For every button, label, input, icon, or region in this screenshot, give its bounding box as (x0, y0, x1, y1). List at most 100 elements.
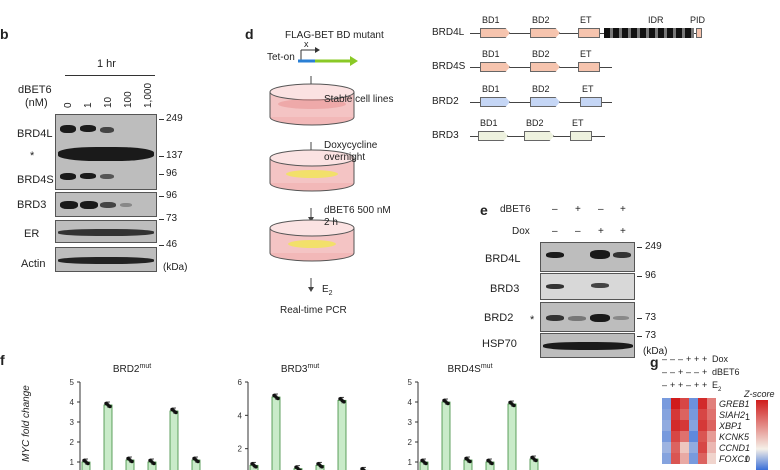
panel-e-label: e (480, 202, 488, 218)
heatmap-cell (662, 409, 671, 420)
condition-sign: + (620, 226, 626, 237)
dose-label: 1 (83, 102, 94, 108)
heatmap-cell (680, 420, 689, 431)
blot-brd4 (55, 114, 157, 190)
y-tick-label: 2 (408, 438, 413, 447)
condition-sign: – (670, 354, 676, 364)
blot-brd2 (540, 302, 635, 332)
domain-label: BD1 (482, 49, 500, 59)
condition-sign: – (670, 367, 676, 377)
heatmap-cell (698, 420, 707, 431)
heatmap-cell (680, 442, 689, 453)
data-point (320, 465, 324, 469)
domain-label: ET (580, 49, 592, 59)
blot-row-label: Actin (21, 258, 46, 270)
domain-box (530, 62, 560, 72)
condition-sign: + (694, 354, 700, 364)
blot-row-label: BRD4S (17, 174, 54, 186)
data-point (86, 461, 90, 466)
mw-marker: 96 (166, 190, 178, 201)
heatmap-cell (707, 453, 716, 464)
domain-label: ET (572, 118, 584, 128)
culture-dish (269, 149, 355, 192)
domain-box (580, 97, 602, 107)
heatmap-cell (707, 409, 716, 420)
panel-b-label: b (0, 26, 9, 42)
gene-label: CCND1 (719, 443, 750, 453)
protein-label: BRD4L (432, 27, 465, 38)
heatmap-cell (689, 442, 698, 453)
domain-label: BD2 (532, 84, 550, 94)
blot-row-label: * (30, 150, 35, 162)
blot-brd3 (540, 273, 635, 300)
heatmap-cell (689, 398, 698, 409)
gene-label: XBP1 (718, 421, 742, 431)
condition-sign: + (598, 226, 604, 237)
blot-row-label: BRD3 (17, 199, 47, 211)
heatmap-cell (680, 398, 689, 409)
heatmap-cell (662, 442, 671, 453)
color-scale (756, 400, 768, 470)
domain-box (578, 28, 600, 38)
y-tick-label: 2 (70, 438, 75, 447)
blot-row-label: ER (24, 228, 40, 240)
condition-label: Dox (512, 226, 530, 237)
dose-label: 1,000 (143, 82, 154, 108)
y-tick-label: 4 (238, 411, 243, 420)
condition-sign: + (670, 380, 676, 390)
domain-label: ET (582, 84, 594, 94)
heatmap-cell (698, 453, 707, 464)
scale-tick: 0 (745, 454, 751, 464)
heatmap-cell (698, 431, 707, 442)
mw-marker: 96 (645, 270, 657, 281)
domain-label: ET (580, 15, 592, 25)
idr-region (604, 28, 694, 38)
unit-label: (nM) (25, 97, 48, 109)
workflow-step: Doxycycline (324, 140, 378, 151)
heatmap-cell (671, 431, 680, 442)
blot-row-label: BRD4L (17, 128, 53, 140)
domain-label: BD1 (482, 84, 500, 94)
condition-sign: + (620, 204, 626, 215)
heatmap-cell (707, 431, 716, 442)
condition-sign: + (678, 380, 684, 390)
y-tick-label: 5 (70, 378, 75, 387)
bar (271, 396, 281, 470)
data-point (490, 461, 494, 466)
condition-sign: – (575, 226, 581, 237)
data-point (130, 459, 134, 464)
mw-marker: 137 (166, 150, 183, 161)
heatmap-cell (698, 442, 707, 453)
protein-label: BRD3 (432, 130, 459, 141)
workflow-step: Real-time PCR (280, 305, 347, 316)
y-tick-label: 1 (70, 458, 75, 467)
data-point (424, 461, 428, 466)
data-point (152, 461, 156, 466)
domain-box (530, 97, 560, 107)
y-tick-label: 4 (408, 398, 413, 407)
bar (169, 410, 179, 470)
domain-box (578, 62, 600, 72)
domain-box (480, 97, 510, 107)
panel-f-label: f (0, 352, 5, 368)
panel-g-label: g (650, 354, 659, 370)
domain-label: PID (690, 15, 706, 25)
mw-marker: 249 (166, 113, 183, 124)
blot-row-label: BRD2 (484, 312, 514, 324)
heatmap-cell (707, 442, 716, 453)
y-tick-label: 2 (238, 445, 243, 454)
heatmap-cell (698, 409, 707, 420)
y-tick-label: 5 (408, 378, 413, 387)
gene-label: KCNK5 (719, 432, 750, 442)
condition-sign: + (702, 367, 708, 377)
condition-name: dBET6 (712, 367, 740, 377)
gene-label: GREB1 (719, 399, 750, 409)
domain-box (524, 131, 554, 141)
heatmap-cell (662, 453, 671, 464)
workflow-step: Stable cell lines (324, 94, 394, 105)
domain-label: BD2 (532, 15, 550, 25)
dose-label: 0 (63, 102, 74, 108)
data-point (254, 465, 258, 469)
data-point (342, 400, 346, 404)
